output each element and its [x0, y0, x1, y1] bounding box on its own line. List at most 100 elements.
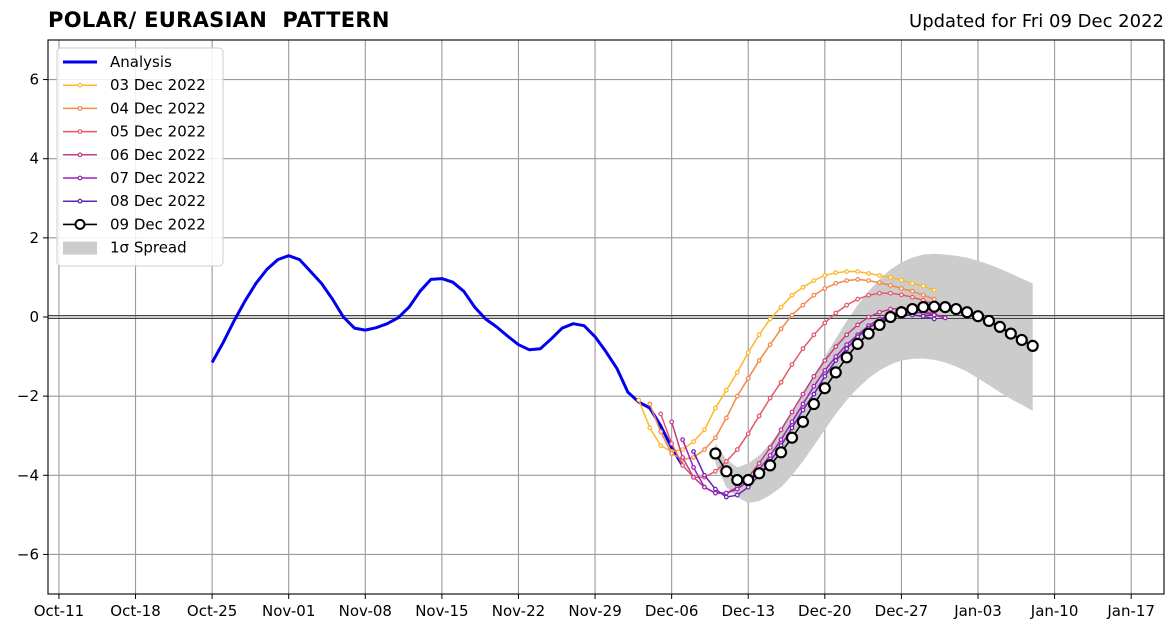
data-point [855, 322, 861, 328]
legend-item-analysis: Analysis [63, 53, 172, 71]
y-tick-label: 6 [29, 71, 39, 89]
legend-marker [74, 218, 86, 230]
data-point [877, 309, 882, 315]
legend-label: 08 Dec 2022 [110, 192, 206, 210]
data-point [939, 301, 952, 314]
data-point [818, 382, 831, 395]
data-point [833, 354, 839, 359]
data-point [811, 332, 817, 338]
data-point [756, 332, 762, 338]
legend-marker [77, 105, 83, 111]
data-point [800, 284, 806, 290]
data-point [658, 429, 664, 435]
data-point [840, 351, 853, 364]
data-point [811, 292, 817, 298]
data-point [931, 287, 937, 293]
data-point [731, 473, 744, 487]
data-point [800, 401, 806, 407]
legend: Analysis 03 Dec 2022 04 Dec 2022 05 Dec 202… [56, 47, 224, 267]
data-point [778, 379, 784, 385]
data-point [702, 484, 707, 490]
data-point [669, 441, 675, 447]
data-point [931, 316, 937, 322]
data-point [764, 459, 777, 472]
data-point [785, 431, 799, 444]
data-point [713, 490, 718, 496]
data-point [888, 290, 893, 296]
data-point [800, 391, 806, 397]
data-point [691, 439, 696, 445]
data-point [833, 270, 839, 276]
data-point [702, 472, 707, 478]
data-point [756, 358, 762, 363]
legend-label: Analysis [110, 53, 172, 71]
x-tick-label: Dec-27 [875, 602, 929, 620]
x-tick-label: Jan-03 [953, 602, 1002, 620]
data-point [888, 282, 893, 288]
data-point [767, 342, 773, 348]
data-point [807, 397, 820, 411]
data-point [734, 492, 740, 498]
data-point [822, 286, 828, 291]
axes: Oct-11 Oct-18 Oct-25 Nov-01 Nov-08 Nov-15 Nov-… [17, 39, 1165, 620]
legend-marker [77, 82, 83, 88]
y-tick-label: 4 [29, 150, 39, 168]
series-09-dec-2022 [709, 300, 1039, 487]
data-point [899, 292, 904, 298]
data-point [734, 370, 740, 375]
data-point [1015, 333, 1028, 347]
data-point [796, 415, 810, 428]
data-point [866, 271, 871, 276]
legend-label: 03 Dec 2022 [110, 76, 206, 94]
data-point [942, 315, 948, 321]
data-point [680, 462, 685, 468]
data-point [877, 280, 882, 285]
data-point [920, 292, 926, 298]
data-point [767, 445, 773, 450]
plot-frame [47, 39, 1165, 595]
data-point [928, 300, 941, 313]
data-point [844, 346, 850, 352]
y-tick-label: −4 [17, 466, 39, 484]
data-point [833, 344, 839, 350]
data-point [862, 327, 875, 340]
data-point [906, 302, 919, 316]
y-tick-label: 0 [29, 308, 39, 326]
data-point [789, 425, 795, 431]
legend-label: 05 Dec 2022 [110, 123, 206, 141]
data-point [811, 278, 817, 283]
legend-box [56, 47, 224, 267]
series-line-03-dec-2022 [638, 270, 935, 453]
data-point [993, 320, 1006, 333]
data-point [866, 292, 871, 298]
chart-title: POLAR/ EURASIAN PATTERN [48, 8, 390, 32]
data-point [909, 294, 915, 300]
series-analysis [210, 254, 684, 467]
data-point [723, 494, 729, 500]
data-point [723, 415, 729, 421]
data-point [789, 292, 795, 298]
data-point [669, 451, 675, 456]
data-point [680, 455, 685, 460]
data-point [950, 302, 963, 316]
data-point [1026, 339, 1039, 352]
legend-item-04-dec-2022: 04 Dec 2022 [63, 99, 206, 117]
data-point [702, 427, 707, 433]
data-point [851, 337, 864, 351]
data-point [723, 490, 729, 496]
data-point [767, 316, 773, 322]
data-point [866, 278, 871, 283]
data-point [778, 427, 784, 433]
data-point [866, 314, 871, 320]
data-point [691, 474, 696, 480]
data-point [774, 446, 788, 459]
data-point [844, 278, 850, 283]
x-tick-label: Jan-10 [1030, 602, 1079, 620]
data-point [636, 397, 642, 403]
data-point [691, 455, 696, 460]
data-point [723, 387, 729, 393]
data-point [844, 302, 850, 308]
x-tick-label: Oct-11 [34, 602, 84, 620]
data-point [855, 269, 861, 274]
